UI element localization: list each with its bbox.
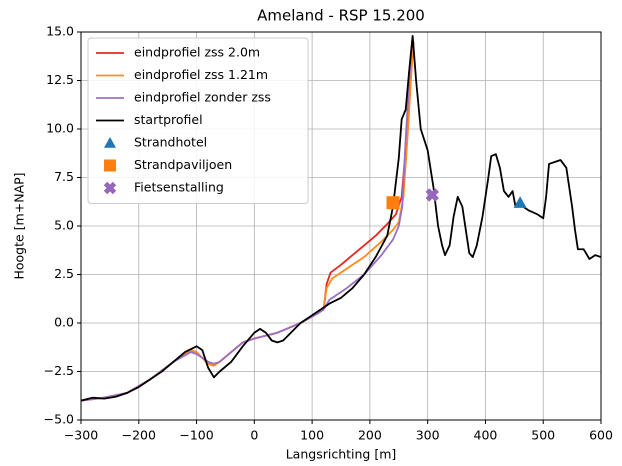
legend-label: eindprofiel zss 1.21m bbox=[134, 67, 268, 82]
x-tick-label: 500 bbox=[531, 428, 555, 443]
x-tick-label: 200 bbox=[358, 428, 382, 443]
legend-label: eindprofiel zss 2.0m bbox=[134, 45, 260, 60]
legend-label: startprofiel bbox=[134, 112, 203, 127]
legend-label: Strandhotel bbox=[134, 135, 207, 150]
x-axis-label: Langsrichting [m] bbox=[286, 447, 397, 462]
x-tick-label: −300 bbox=[64, 428, 98, 443]
legend-label: Strandpaviljoen bbox=[134, 157, 232, 172]
y-tick-label: −2.5 bbox=[44, 363, 74, 378]
y-tick-label: 7.5 bbox=[54, 169, 74, 184]
marker-point bbox=[387, 196, 400, 209]
x-tick-label: 600 bbox=[589, 428, 613, 443]
x-tick-label: 400 bbox=[474, 428, 498, 443]
y-tick-label: 5.0 bbox=[54, 218, 74, 233]
chart: Ameland - RSP 15.200 Langsrichting [m] H… bbox=[0, 0, 622, 466]
legend-swatch bbox=[104, 160, 116, 172]
x-tick-label: 0 bbox=[250, 428, 258, 443]
x-tick-label: −200 bbox=[122, 428, 156, 443]
legend-swatch bbox=[106, 184, 115, 193]
x-tick-label: 300 bbox=[416, 428, 440, 443]
y-tick-label: 2.5 bbox=[54, 266, 74, 281]
marker-point bbox=[427, 190, 437, 200]
y-axis-label: Hoogte [m+NAP] bbox=[12, 172, 27, 279]
x-tick-label: 100 bbox=[300, 428, 324, 443]
x-tick-label: −100 bbox=[179, 428, 213, 443]
y-tick-label: 12.5 bbox=[46, 72, 74, 87]
y-tick-label: 0.0 bbox=[54, 315, 74, 330]
legend-label: Fietsenstalling bbox=[134, 180, 224, 195]
legend-label: eindprofiel zonder zss bbox=[134, 90, 271, 105]
y-tick-label: −5.0 bbox=[44, 412, 74, 427]
y-tick-label: 10.0 bbox=[46, 121, 74, 136]
chart-title: Ameland - RSP 15.200 bbox=[257, 7, 425, 25]
y-tick-label: 15.0 bbox=[46, 24, 74, 39]
